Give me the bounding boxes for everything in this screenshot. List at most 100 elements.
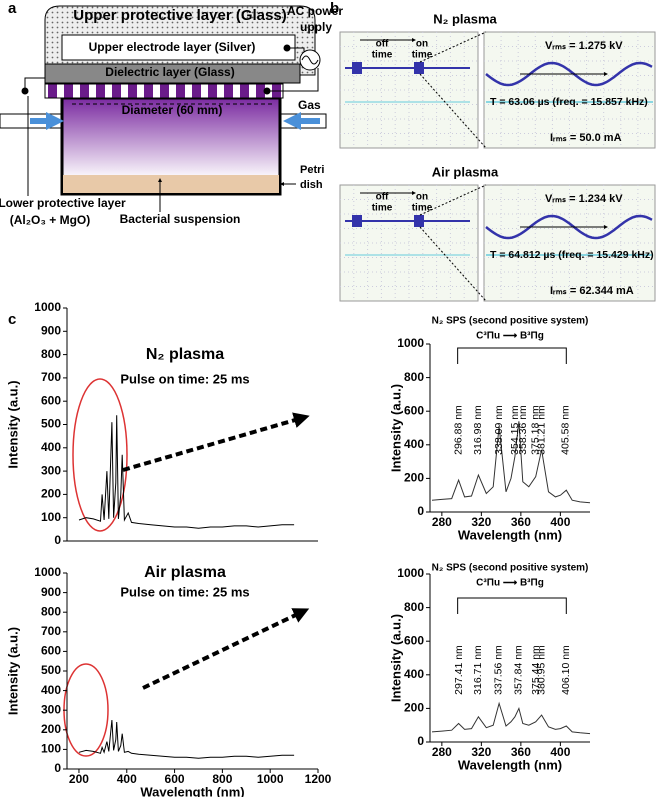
peak-label: 357.84 nm xyxy=(513,645,525,695)
y-axis-label: Intensity (a.u.) xyxy=(388,614,403,702)
y-tick-label: 800 xyxy=(41,347,61,361)
peak-label: 380.95 nm xyxy=(535,645,547,695)
scope-title: N₂ plasma xyxy=(433,11,497,26)
x-axis-label: Wavelength (nm) xyxy=(458,757,562,772)
period: T = 64.812 µs (freq. = 15.429 kHz) xyxy=(490,249,654,261)
irms: Iᵣₘₛ = 62.344 mA xyxy=(550,285,634,297)
chart-title: N₂ plasma xyxy=(146,346,224,363)
chart-subtitle: Pulse on time: 25 ms xyxy=(120,584,249,599)
y-tick-label: 0 xyxy=(54,533,61,547)
power-label: upply xyxy=(300,20,332,34)
x-axis-label: Wavelength (nm) xyxy=(140,784,244,797)
scope-burst xyxy=(414,62,424,74)
power-label: AC power xyxy=(287,4,343,18)
y-axis-label: Intensity (a.u.) xyxy=(5,627,20,715)
y-tick-label: 600 xyxy=(404,633,424,647)
x-tick-label: 400 xyxy=(550,515,570,529)
x-tick-label: 200 xyxy=(69,772,89,786)
y-tick-label: 800 xyxy=(404,370,424,384)
peak-label: 297.41 nm xyxy=(453,645,465,695)
peak-label: 296.88 nm xyxy=(452,405,464,455)
chart-subtitle: C³Πu ⟶ B³Πg xyxy=(476,331,544,342)
x-tick-label: 360 xyxy=(511,745,531,759)
petri-label: dish xyxy=(300,179,323,191)
y-tick-label: 400 xyxy=(404,437,424,451)
scope-burst xyxy=(414,215,424,227)
panel-a xyxy=(0,5,327,212)
panel-label: a xyxy=(8,0,17,17)
bacterial-label: Bacterial suspension xyxy=(120,212,241,226)
peak-label: 316.98 nm xyxy=(472,405,484,455)
scope-burst xyxy=(352,215,362,227)
gas-label: Gas xyxy=(298,98,321,112)
x-tick-label: 400 xyxy=(550,745,570,759)
spectrum-line xyxy=(78,719,295,759)
scope-sine xyxy=(485,214,653,240)
peak-label: 354.15 nm xyxy=(509,405,521,455)
spectrum-line xyxy=(431,421,591,504)
off-time: time xyxy=(372,203,393,214)
on-time: time xyxy=(412,203,433,214)
chart-title: N₂ SPS (second positive system) xyxy=(432,563,589,574)
x-tick-label: 600 xyxy=(165,772,185,786)
peak-label: 405.58 nm xyxy=(560,405,572,455)
y-tick-label: 200 xyxy=(41,722,61,736)
y-tick-label: 400 xyxy=(404,667,424,681)
y-axis-label: Intensity (a.u.) xyxy=(5,380,20,468)
y-axis-label: Intensity (a.u.) xyxy=(388,384,403,472)
chart-title: N₂ SPS (second positive system) xyxy=(432,316,589,327)
peak-label: 381.21 nm xyxy=(536,405,548,455)
y-tick-label: 400 xyxy=(41,683,61,697)
y-tick-label: 700 xyxy=(41,370,61,384)
y-tick-label: 1000 xyxy=(34,300,61,314)
panel-a-labels: a Upper protective layer (Glass) Upper e… xyxy=(0,0,343,328)
y-tick-label: 800 xyxy=(404,600,424,614)
x-tick-label: 320 xyxy=(471,515,491,529)
x-tick-label: 1000 xyxy=(257,772,284,786)
layer-label: Upper protective layer (Glass) xyxy=(73,7,286,24)
spectrum-line xyxy=(431,701,591,735)
chart-subtitle: C³Πu ⟶ B³Πg xyxy=(476,578,544,589)
scope-sine xyxy=(485,61,653,87)
peak-label: 375.44 nm xyxy=(530,645,542,695)
y-tick-label: 1000 xyxy=(397,566,424,580)
on-time: on xyxy=(416,192,428,203)
chart-title: Air plasma xyxy=(144,564,226,581)
x-tick-label: 800 xyxy=(212,772,232,786)
y-tick-label: 0 xyxy=(417,504,424,518)
zoom-lines xyxy=(419,31,487,149)
lower-layer-label: Lower protective layer xyxy=(0,196,126,210)
y-tick-label: 600 xyxy=(404,403,424,417)
x-tick-label: 280 xyxy=(432,515,452,529)
peak-label: 358.36 nm xyxy=(517,405,529,455)
layer-label: Dielectric layer (Glass) xyxy=(105,65,234,79)
off-time: off xyxy=(376,39,389,50)
period: T = 63.06 µs (freq. = 15.857 kHz) xyxy=(490,96,648,108)
y-tick-label: 100 xyxy=(41,742,61,756)
y-tick-label: 300 xyxy=(41,463,61,477)
on-time: time xyxy=(412,50,433,61)
y-tick-label: 100 xyxy=(41,510,61,524)
petri-label: Petri xyxy=(300,164,324,176)
chart-subtitle: Pulse on time: 25 ms xyxy=(120,371,249,386)
diameter-label: Diameter (60 mm) xyxy=(122,103,223,117)
y-tick-label: 0 xyxy=(54,761,61,775)
peak-label: 338.09 nm xyxy=(493,405,505,455)
y-tick-label: 200 xyxy=(404,701,424,715)
vrms: Vᵣₘₛ = 1.275 kV xyxy=(545,40,623,52)
y-tick-label: 900 xyxy=(41,323,61,337)
x-tick-label: 360 xyxy=(511,515,531,529)
y-tick-label: 500 xyxy=(41,663,61,677)
y-tick-label: 400 xyxy=(41,440,61,454)
x-axis-label: Wavelength (nm) xyxy=(458,527,562,542)
y-tick-label: 700 xyxy=(41,624,61,638)
peak-label: 337.56 nm xyxy=(492,645,504,695)
off-time: time xyxy=(372,50,393,61)
y-tick-label: 600 xyxy=(41,644,61,658)
x-tick-label: 320 xyxy=(471,745,491,759)
on-time: on xyxy=(416,39,428,50)
y-tick-label: 300 xyxy=(41,702,61,716)
y-tick-label: 800 xyxy=(41,604,61,618)
